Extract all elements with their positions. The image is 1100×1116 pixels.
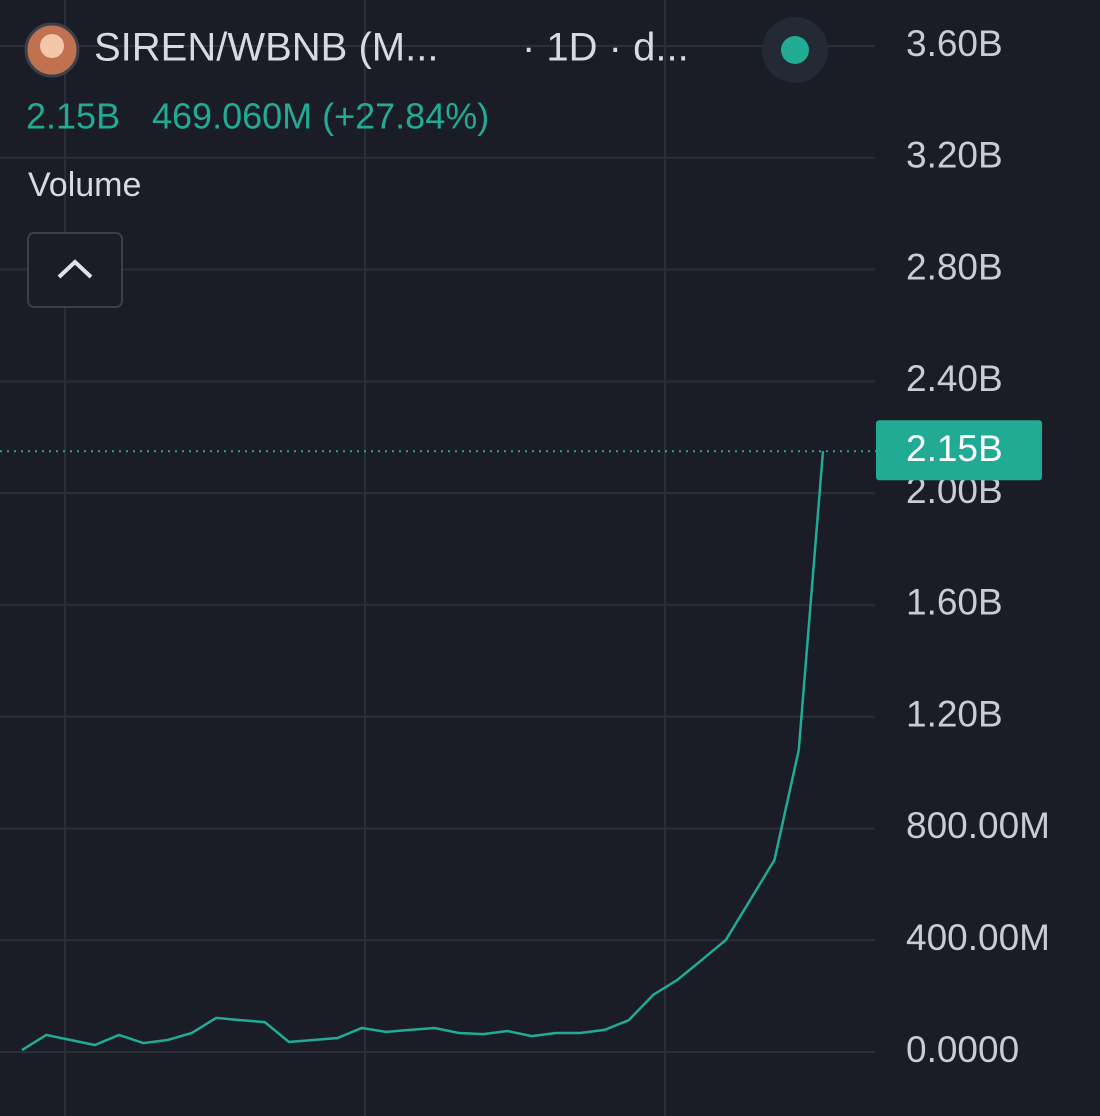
price: 2.15B [26,96,120,137]
symbol[interactable]: SIREN/WBNB (M... [94,26,438,70]
y-tick-label: 400.00M [906,917,1050,958]
interval[interactable]: · 1D · d... [522,26,689,70]
last-price-label: 2.15B [906,428,1003,469]
y-tick-label: 3.20B [906,135,1003,176]
y-tick-label: 2.80B [906,246,1003,287]
grid [0,45,875,1053]
y-tick-label: 0.0000 [906,1029,1019,1070]
y-tick-label: 3.60B [906,23,1003,64]
last-price-tag [876,420,1042,481]
status-dot [781,36,809,64]
y-tick-label: 1.60B [906,582,1003,623]
y-tick-label: 800.00M [906,805,1050,846]
plot [0,450,876,1052]
price-change: 469.060M (+27.84%) [152,96,489,137]
chevron-icon [57,259,93,279]
vertical-grid [64,0,666,1116]
indicator-label: Volume [28,166,141,204]
token-avatar-face [40,34,64,58]
y-tick-label: 2.40B [906,358,1003,399]
collapse-button[interactable] [27,232,123,308]
y-tick-label: 1.20B [906,693,1003,734]
price-line [21,451,825,1052]
